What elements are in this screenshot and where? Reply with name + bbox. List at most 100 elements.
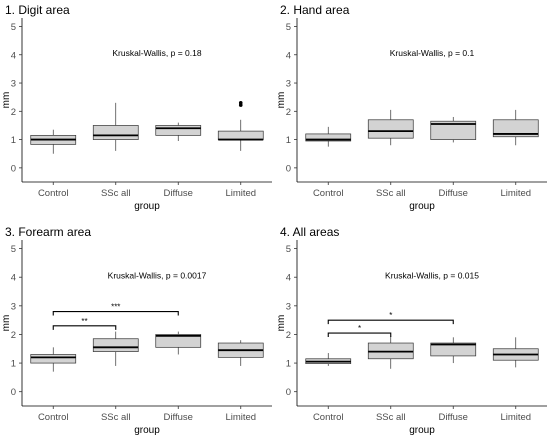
x-tick-label: SSc all: [376, 188, 406, 199]
x-tick-label: Limited: [225, 188, 256, 199]
x-tick-label: Limited: [500, 412, 531, 423]
bracket-line: [327, 332, 392, 338]
x-tick-label: Control: [38, 412, 69, 423]
x-tick-label: Diffuse: [439, 412, 468, 423]
boxplot-diffuse: [430, 337, 477, 364]
y-tick-label: 3: [286, 79, 291, 90]
y-tick-label: 0: [11, 163, 16, 174]
y-tick-label: 5: [286, 22, 291, 33]
box-iqr: [367, 119, 414, 139]
significance-label: *: [389, 311, 392, 320]
y-tick-label: 4: [286, 50, 291, 61]
x-axis-title: group: [409, 201, 435, 212]
y-tick-label: 5: [11, 244, 16, 255]
y-axis-title: mm: [276, 315, 287, 332]
y-tick-label: 1: [11, 135, 16, 146]
x-axis-title: group: [134, 425, 160, 436]
box-iqr: [492, 119, 539, 138]
y-tick-label: 0: [286, 387, 291, 398]
bracket-line: [52, 311, 179, 316]
y-tick-label: 4: [286, 273, 291, 284]
kruskal-wallis-annotation: Kruskal-Wallis, p = 0.0017: [108, 271, 207, 281]
boxplot-control: [30, 347, 77, 372]
y-tick-label: 1: [11, 359, 16, 370]
box-iqr: [430, 342, 477, 357]
kruskal-wallis-annotation: Kruskal-Wallis, p = 0.1: [390, 48, 475, 58]
boxplot-limited: [217, 340, 264, 366]
x-tick-label: Control: [38, 188, 69, 199]
x-tick-label: SSc all: [101, 188, 131, 199]
y-tick-label: 2: [11, 330, 16, 341]
box-iqr: [92, 125, 139, 140]
x-tick-label: Diffuse: [164, 188, 193, 199]
significance-bracket: *: [327, 311, 454, 325]
y-tick-label: 2: [11, 107, 16, 118]
panel-title: 4. All areas: [280, 225, 339, 239]
y-axis-title: mm: [1, 315, 12, 332]
bracket-line: [52, 325, 117, 330]
box-iqr: [155, 334, 202, 348]
y-axis-title: mm: [1, 92, 12, 109]
y-tick-label: 0: [286, 163, 291, 174]
boxplot-control: [305, 353, 352, 366]
significance-label: *: [358, 324, 361, 333]
box-iqr: [30, 354, 77, 364]
significance-bracket: ***: [52, 303, 179, 316]
x-tick-label: SSc all: [101, 412, 131, 423]
boxplot-control: [305, 126, 352, 147]
y-tick-label: 5: [11, 22, 16, 33]
y-tick-label: 1: [286, 359, 291, 370]
box-iqr: [155, 125, 202, 136]
x-tick-label: Limited: [500, 188, 531, 199]
y-tick-label: 3: [11, 79, 16, 90]
y-tick-label: 1: [286, 135, 291, 146]
x-tick-label: Limited: [225, 412, 256, 423]
panel-title: 3. Forearm area: [5, 225, 91, 239]
boxplot-diffuse: [155, 331, 202, 355]
panel-title: 1. Digit area: [5, 3, 70, 17]
significance-bracket: *: [327, 324, 392, 338]
boxplot-limited: [217, 101, 264, 151]
boxplot-diffuse: [155, 122, 202, 141]
y-tick-label: 4: [11, 273, 16, 284]
boxplot-ssc-all: [92, 102, 139, 151]
chart-panel-2: 2. Hand area 0 1 2 3 4 5 Control SSc all Diffuse L…: [276, 3, 547, 212]
box-iqr: [430, 120, 477, 140]
significance-bracket: **: [52, 317, 117, 330]
y-tick-label: 3: [286, 301, 291, 312]
boxplot-limited: [492, 337, 539, 368]
panel-title: 2. Hand area: [280, 3, 350, 17]
x-axis-title: group: [409, 425, 435, 436]
y-tick-label: 4: [11, 50, 16, 61]
x-tick-label: Control: [313, 188, 344, 199]
boxplot-control: [30, 129, 77, 154]
chart-panel-4: 4. All areas 0 1 2 3 4 5 Control SSc all Diffuse L…: [276, 225, 547, 436]
boxplot-ssc-all: [367, 335, 414, 369]
y-tick-label: 0: [11, 387, 16, 398]
boxplot-ssc-all: [367, 109, 414, 146]
boxplot-ssc-all: [92, 331, 139, 366]
kruskal-wallis-annotation: Kruskal-Wallis, p = 0.18: [112, 48, 201, 58]
x-tick-label: Diffuse: [164, 412, 193, 423]
y-axis-title: mm: [276, 92, 287, 109]
box-iqr: [305, 133, 352, 142]
x-tick-label: SSc all: [376, 412, 406, 423]
boxplot-diffuse: [430, 116, 477, 143]
y-tick-label: 5: [286, 244, 291, 255]
chart-panel-3: 3. Forearm area 0 1 2 3 4 5 Control SSc all Diffu…: [1, 225, 272, 436]
outlier-point: [238, 101, 243, 105]
y-tick-label: 2: [286, 330, 291, 341]
x-axis-title: group: [134, 201, 160, 212]
box-iqr: [92, 338, 139, 352]
y-tick-label: 2: [286, 107, 291, 118]
x-tick-label: Control: [313, 412, 344, 423]
x-tick-label: Diffuse: [439, 188, 468, 199]
box-iqr: [217, 130, 264, 140]
kruskal-wallis-annotation: Kruskal-Wallis, p = 0.015: [385, 271, 479, 281]
bracket-line: [327, 319, 454, 325]
significance-label: **: [81, 317, 87, 326]
boxplot-limited: [492, 109, 539, 146]
chart-panel-1: 1. Digit area 0 1 2 3 4 5 Control SSc all Diffuse…: [1, 3, 272, 212]
significance-label: ***: [111, 303, 120, 312]
